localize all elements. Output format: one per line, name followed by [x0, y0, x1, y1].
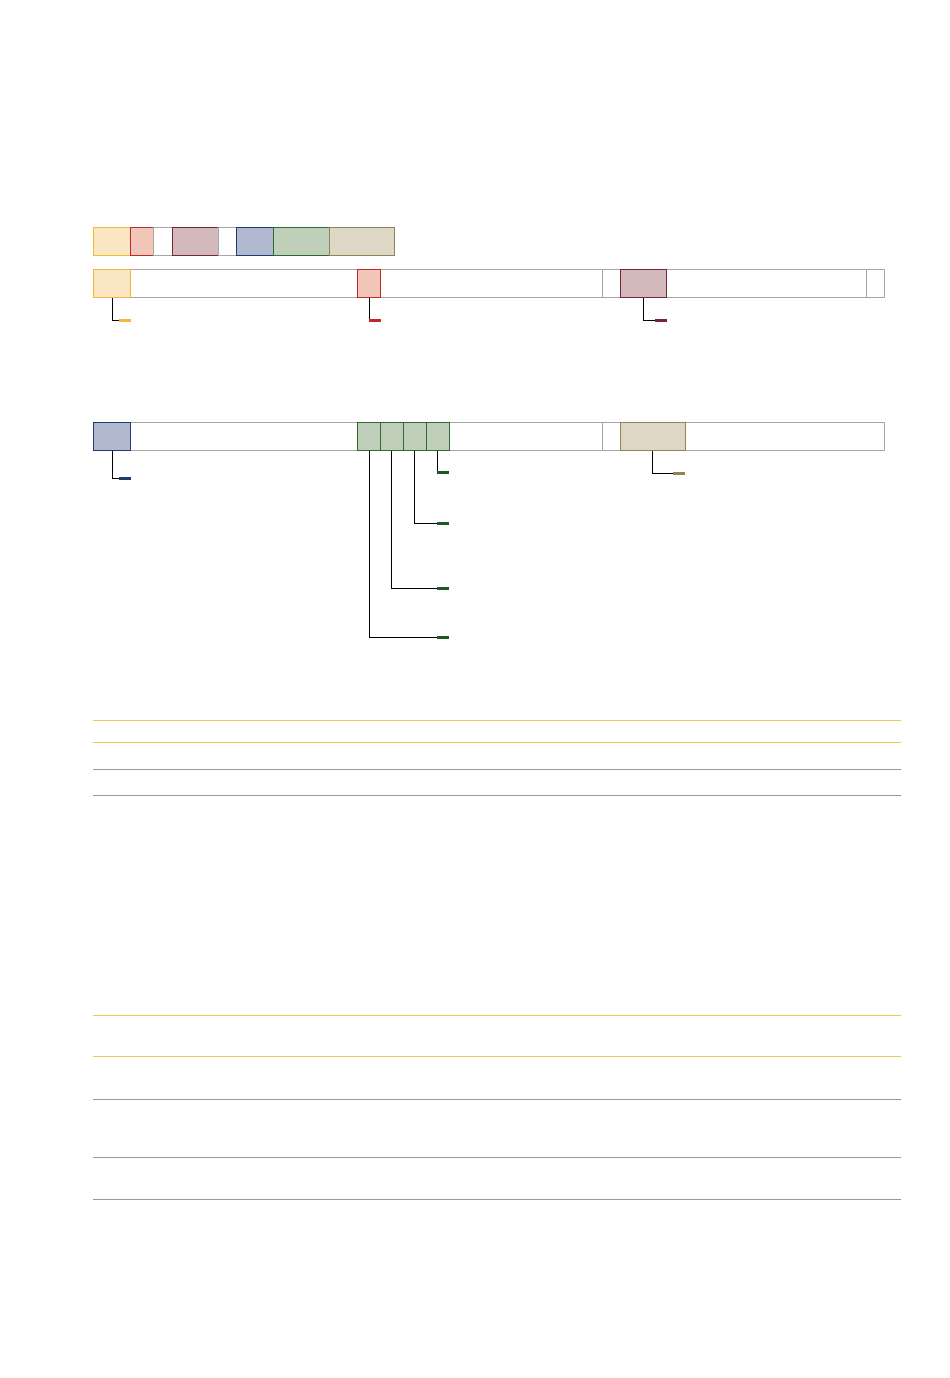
- connector-line: [437, 451, 438, 473]
- connector-line: [414, 523, 438, 524]
- field-yellow: [93, 269, 131, 298]
- connector-line: [652, 451, 653, 473]
- table-rule: [93, 769, 901, 770]
- callout-marker-red: [369, 319, 381, 322]
- connector-line: [112, 298, 113, 320]
- callout-marker-green: [437, 471, 449, 474]
- table-rule: [93, 1099, 901, 1100]
- legend-swatch-tan: [329, 227, 395, 256]
- connector-line: [652, 473, 674, 474]
- callout-marker-tan: [673, 472, 685, 475]
- field-blue: [93, 422, 131, 451]
- field-divider: [866, 269, 867, 298]
- callout-marker-green: [437, 587, 449, 590]
- table-rule: [93, 1199, 901, 1200]
- connector-line: [391, 588, 438, 589]
- table-rule: [93, 742, 901, 743]
- callout-marker-blue: [119, 477, 131, 480]
- legend-swatch-yellow: [93, 227, 131, 256]
- field-green: [357, 422, 381, 451]
- table-rule: [93, 795, 901, 796]
- register-frame: [93, 422, 885, 451]
- field-green: [380, 422, 404, 451]
- connector-line: [112, 451, 113, 478]
- connector-line: [369, 451, 370, 637]
- legend-swatch-green: [273, 227, 330, 256]
- field-green: [403, 422, 427, 451]
- field-divider: [602, 422, 603, 451]
- field-divider: [602, 269, 603, 298]
- connector-line: [112, 478, 120, 479]
- field-tan: [620, 422, 686, 451]
- callout-marker-green: [437, 522, 449, 525]
- field-green: [426, 422, 450, 451]
- field-mauve: [620, 269, 667, 298]
- connector-line: [369, 298, 370, 320]
- connector-line: [112, 320, 120, 321]
- table-rule: [93, 1056, 901, 1057]
- connector-line: [369, 637, 438, 638]
- connector-line: [391, 451, 392, 588]
- legend-swatch-red: [130, 227, 154, 256]
- callout-marker-green: [437, 636, 449, 639]
- legend-swatch-blue: [236, 227, 274, 256]
- connector-line: [414, 451, 415, 523]
- callout-marker-mauve: [655, 319, 667, 322]
- register-frame: [93, 269, 885, 298]
- callout-marker-yellow: [119, 319, 131, 322]
- table-rule: [93, 1015, 901, 1016]
- connector-line: [643, 298, 644, 320]
- field-red: [357, 269, 381, 298]
- table-rule: [93, 720, 901, 721]
- legend-swatch-mauve: [172, 227, 219, 256]
- connector-line: [643, 320, 655, 321]
- legend-swatch-blank: [218, 227, 237, 256]
- legend-swatch-blank: [153, 227, 173, 256]
- table-rule: [93, 1157, 901, 1158]
